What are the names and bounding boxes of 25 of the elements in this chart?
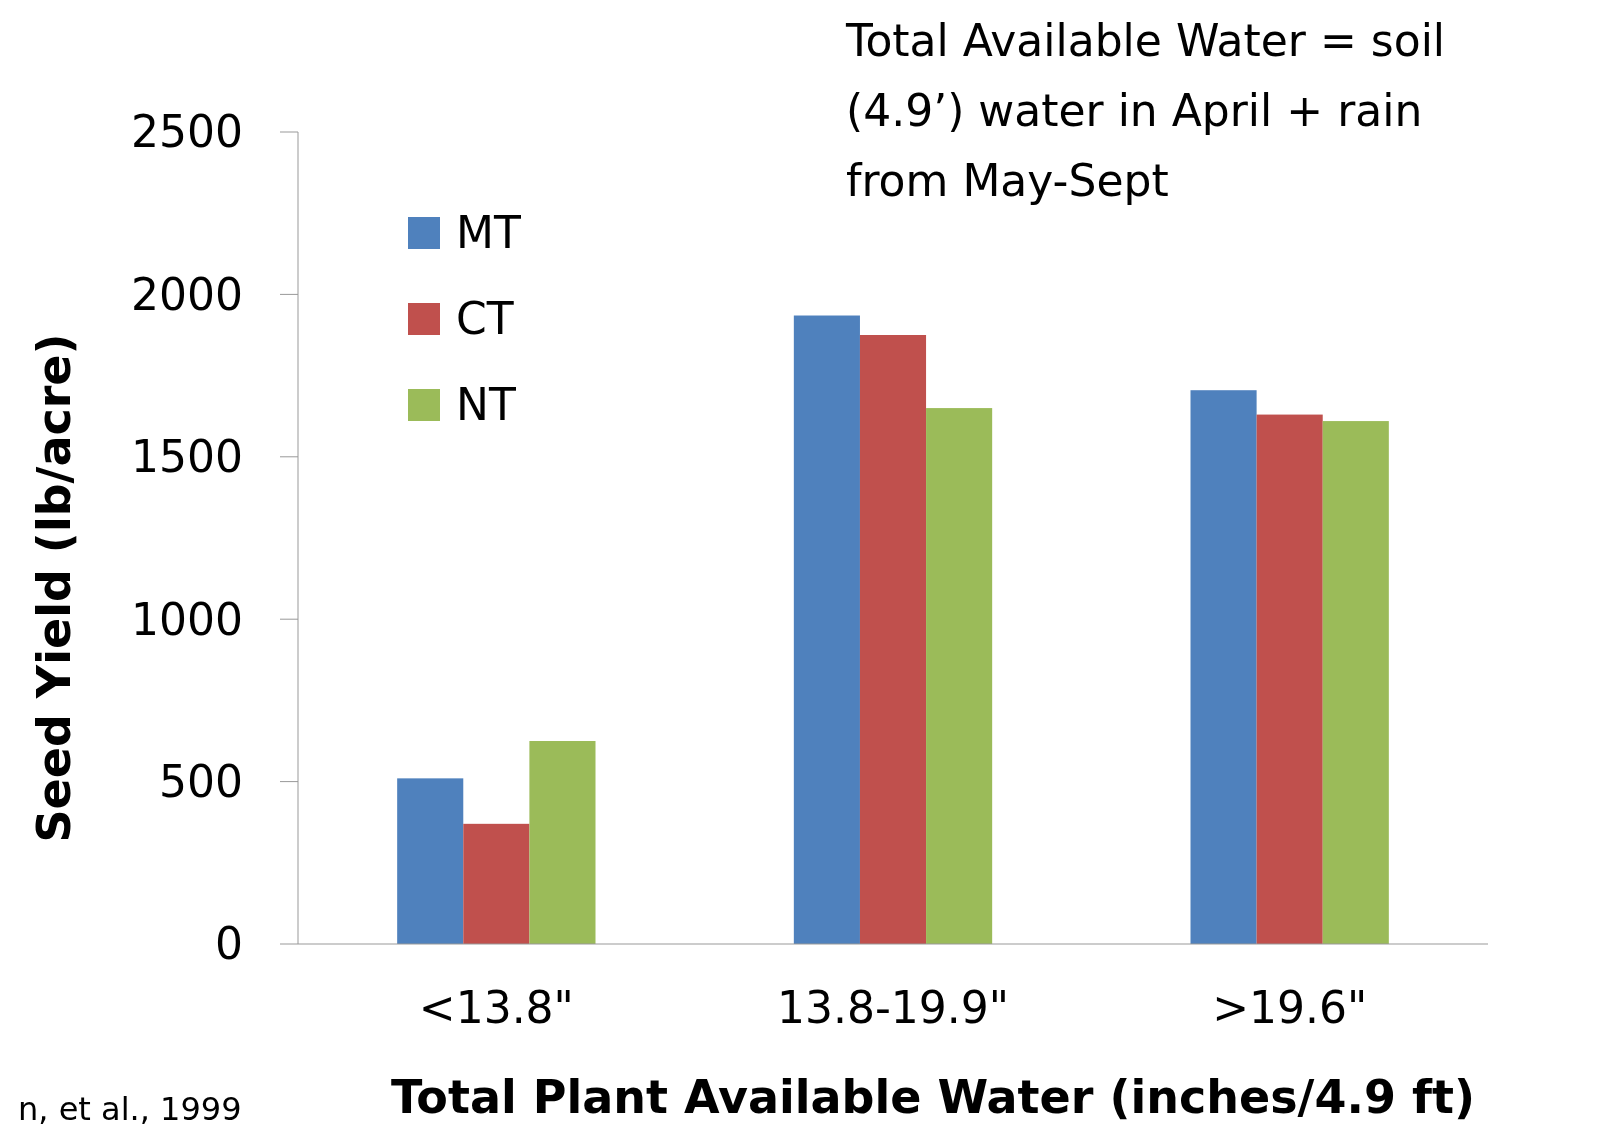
text: n, et al., 1999: [18, 1090, 242, 1128]
bar: [793, 315, 860, 944]
bar: [1190, 390, 1257, 944]
y-tick-label: 2500: [131, 106, 243, 158]
bar: [1256, 414, 1323, 944]
y-tick-label: 1500: [131, 431, 243, 483]
x-axis-title: Total Plant Available Water (inches/4.9 ft): [391, 1070, 1475, 1124]
bar: [397, 778, 464, 944]
y-axis-title: Seed Yield (lb/acre): [27, 333, 81, 843]
chart-title: Total Available Water = soil (4.9’) water in April + rain from May-Sept: [845, 15, 1446, 206]
x-tick-label: <13.8": [418, 982, 574, 1033]
bar: [529, 741, 596, 944]
y-tick-label: 2000: [131, 268, 243, 320]
bar: [926, 408, 993, 944]
y-tick-label: 1000: [131, 593, 243, 645]
x-tick-label: 13.8-19.9": [776, 982, 1010, 1033]
y-tick-label: 0: [215, 918, 243, 970]
legend-label: CT: [456, 293, 514, 345]
y-tick-label: 500: [159, 756, 243, 807]
legend-label: NT: [456, 379, 516, 431]
bar: [463, 823, 530, 944]
bar: [1322, 421, 1389, 944]
legend-label: MT: [456, 207, 521, 259]
bar: [859, 335, 927, 944]
x-tick-label: >19.6": [1212, 982, 1368, 1033]
